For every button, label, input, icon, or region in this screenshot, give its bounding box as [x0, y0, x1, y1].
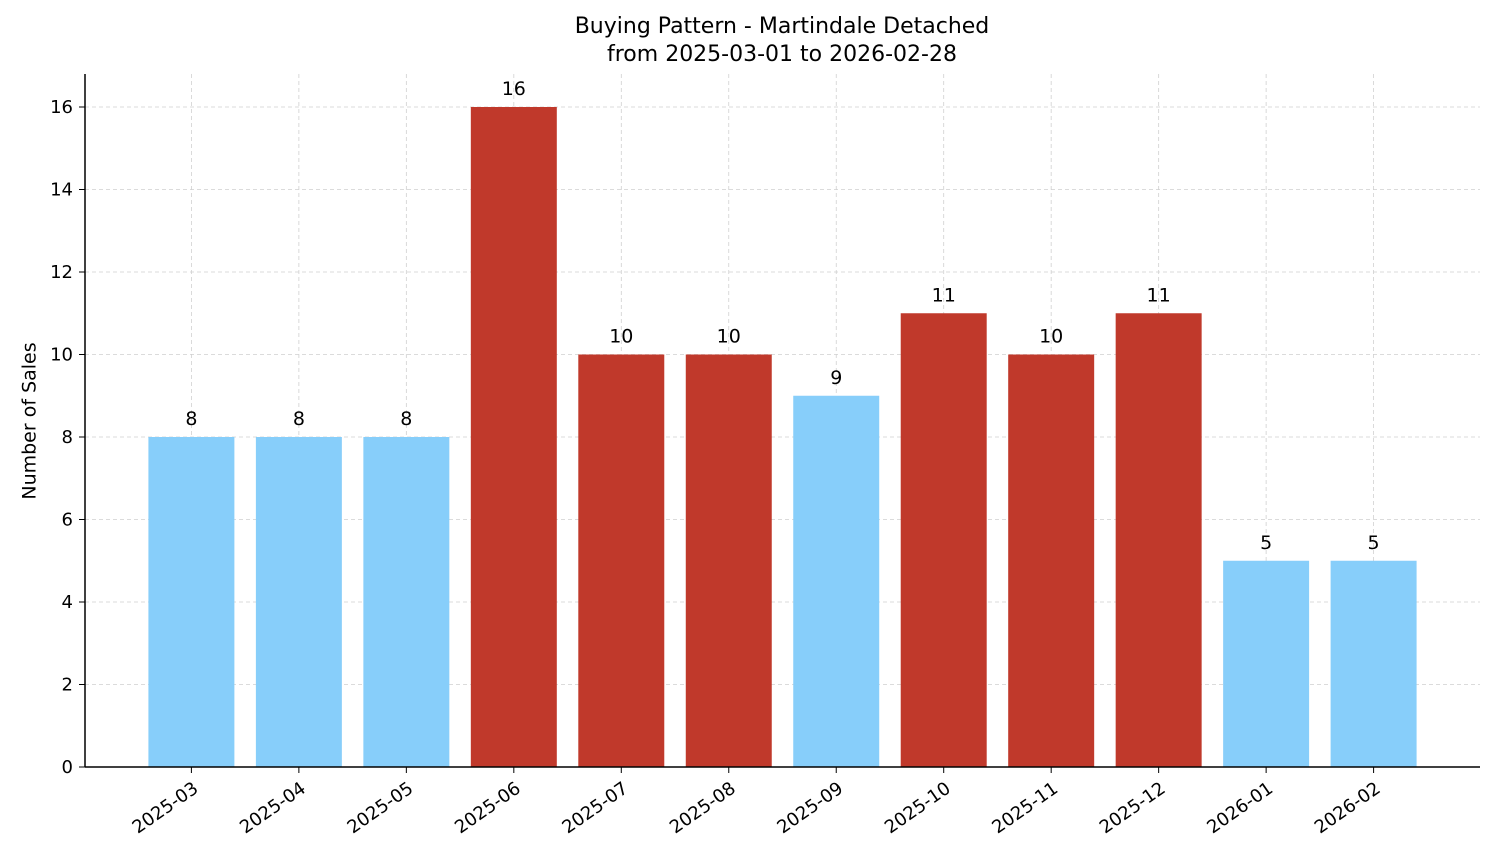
- y-tick-label: 10: [50, 345, 73, 366]
- x-tick-label: 2025-10: [881, 778, 955, 838]
- y-tick-label: 6: [62, 510, 73, 531]
- x-tick-label: 2025-04: [236, 778, 310, 838]
- chart-subtitle: from 2025-03-01 to 2026-02-28: [607, 42, 957, 67]
- data-label: 8: [400, 408, 412, 430]
- bar: [578, 354, 665, 767]
- x-tick-label: 2025-12: [1096, 778, 1170, 838]
- data-label: 11: [1147, 284, 1171, 306]
- data-label: 8: [185, 408, 197, 430]
- data-label: 9: [830, 367, 842, 389]
- x-tick-label: 2026-01: [1203, 778, 1277, 838]
- y-axis-label: Number of Sales: [19, 342, 41, 499]
- bar: [363, 437, 450, 767]
- x-tick-label: 2026-02: [1311, 778, 1385, 838]
- y-tick-label: 2: [62, 675, 73, 696]
- data-label: 8: [293, 408, 305, 430]
- bar: [685, 354, 772, 767]
- data-label: 16: [502, 78, 526, 100]
- bar: [1115, 313, 1202, 767]
- x-tick-label: 2025-08: [666, 778, 740, 838]
- y-tick-label: 14: [50, 180, 73, 201]
- y-tick-label: 0: [62, 757, 73, 778]
- y-tick-label: 8: [62, 427, 73, 448]
- data-label: 10: [1039, 326, 1063, 348]
- y-tick-label: 16: [50, 97, 73, 118]
- bar: [148, 437, 235, 767]
- bar: [900, 313, 987, 767]
- bar: [470, 107, 557, 767]
- y-tick-label: 12: [50, 262, 73, 283]
- data-label: 5: [1260, 532, 1272, 554]
- bar: [255, 437, 342, 767]
- x-tick-label: 2025-05: [344, 778, 418, 838]
- data-label: 10: [609, 326, 633, 348]
- x-tick-label: 2025-11: [988, 778, 1062, 838]
- data-label: 11: [932, 284, 956, 306]
- bar: [1008, 354, 1095, 767]
- x-tick-label: 2025-03: [129, 778, 203, 838]
- y-tick-label: 4: [62, 592, 73, 613]
- bar: [1330, 560, 1417, 767]
- x-tick-label: 2025-07: [558, 778, 632, 838]
- bar: [793, 395, 880, 767]
- chart-title: Buying Pattern - Martindale Detached: [575, 14, 990, 39]
- bar: [1223, 560, 1310, 767]
- data-label: 5: [1368, 532, 1380, 554]
- data-label: 10: [717, 326, 741, 348]
- x-tick-label: 2025-06: [451, 778, 525, 838]
- x-tick-label: 2025-09: [773, 778, 847, 838]
